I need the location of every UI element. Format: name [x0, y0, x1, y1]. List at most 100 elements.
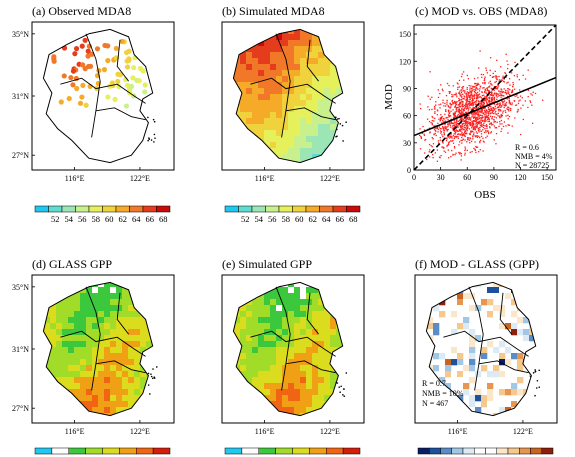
scatter-point: [444, 102, 446, 105]
grid-cell: [342, 76, 343, 83]
scatter-point: [443, 129, 446, 132]
grid-cell: [499, 305, 506, 312]
grid-cell: [300, 88, 307, 95]
scatter-point: [498, 115, 501, 117]
grid-cell: [222, 353, 228, 359]
grid-cell: [164, 395, 170, 401]
grid-cell: [80, 371, 87, 378]
grid-cell: [529, 282, 536, 288]
grid-cell: [170, 401, 176, 407]
grid-cell: [475, 335, 482, 342]
grid-cell: [258, 299, 265, 306]
grid-cell: [233, 389, 235, 396]
grid-cell: [360, 52, 366, 58]
grid-cell: [306, 124, 313, 131]
scatter-point: [499, 123, 501, 125]
grid-cell: [32, 299, 38, 305]
grid-cell: [288, 395, 295, 402]
scatter-point: [489, 96, 491, 98]
grid-cell: [240, 70, 247, 77]
grid-cell: [294, 118, 301, 125]
grid-cell: [246, 293, 253, 300]
region-outline: [42, 281, 154, 417]
grid-cell: [493, 401, 500, 408]
scatter-point: [488, 117, 490, 119]
grid-cell: [360, 46, 366, 52]
grid-cell: [104, 377, 111, 384]
scatter-point: [504, 72, 506, 74]
scatter-stat-r: R = 0.6: [515, 143, 539, 152]
grid-cell: [300, 29, 307, 35]
grid-cell: [276, 166, 282, 172]
grid-cell: [318, 353, 325, 360]
grid-cell: [457, 407, 464, 414]
grid-cell: [233, 64, 235, 71]
scatter-point: [450, 155, 452, 158]
grid-cell: [233, 377, 235, 384]
scatter-point: [451, 149, 453, 152]
colorbar-swatch: [429, 447, 441, 455]
grid-cell: [547, 299, 553, 305]
scatter-point: [514, 95, 516, 97]
scatter-point: [499, 92, 501, 94]
scatter-point: [527, 89, 530, 91]
grid-cell: [523, 335, 530, 342]
grid-cell: [140, 317, 147, 324]
grid-cell: [234, 299, 241, 306]
scatter-point: [460, 101, 462, 103]
site-marker: [101, 67, 108, 73]
grid-cell: [264, 341, 271, 348]
grid-cell: [128, 413, 135, 416]
scatter-point: [477, 129, 480, 131]
grid-cell: [86, 401, 93, 408]
scatter-point: [482, 124, 484, 126]
scatter-point: [472, 104, 474, 107]
scatter-point: [456, 119, 458, 121]
grid-cell: [487, 287, 494, 294]
grid-cell: [246, 419, 252, 425]
colorbar-swatch: [129, 205, 144, 213]
scatter-point: [448, 141, 450, 144]
scatter-point: [472, 106, 474, 109]
colorbar-swatch: [265, 205, 280, 213]
scatter-point: [471, 97, 474, 100]
grid-cell: [535, 317, 536, 324]
scatter-point: [442, 102, 444, 104]
grid-cell: [122, 401, 129, 408]
grid-cell: [493, 311, 500, 318]
grid-cell: [276, 70, 283, 77]
colorbar-simulated-gpp: 1234567: [224, 447, 361, 457]
grid-cell: [523, 347, 530, 354]
scatter-point: [458, 92, 460, 94]
grid-cell: [294, 275, 300, 281]
scatter-point: [464, 92, 466, 94]
grid-cell: [110, 395, 117, 402]
grid-cell: [164, 365, 170, 371]
grid-cell: [415, 347, 421, 353]
grid-cell: [547, 329, 553, 335]
grid-cell: [258, 136, 265, 143]
grid-cell: [68, 383, 75, 390]
grid-cell: [222, 88, 228, 94]
scatter-point: [452, 85, 454, 87]
grid-cell: [288, 118, 295, 125]
grid-cell: [330, 413, 337, 416]
grid-cell: [354, 52, 360, 58]
grid-cell: [152, 365, 153, 372]
scatter-point: [451, 96, 453, 98]
grid-cell: [288, 94, 295, 101]
grid-cell: [511, 413, 518, 416]
scatter-point: [486, 135, 488, 137]
grid-cell: [517, 407, 524, 414]
scatter-point: [485, 114, 487, 116]
scatter-point: [480, 123, 482, 125]
scatter-point: [500, 94, 502, 97]
scatter-point: [470, 102, 472, 105]
scatter-point: [488, 90, 490, 93]
grid-cell: [457, 413, 464, 416]
grid-cell: [222, 335, 228, 341]
scatter-point: [447, 125, 449, 127]
scatter-point: [506, 95, 509, 98]
grid-cell: [152, 275, 158, 281]
grid-cell: [330, 70, 337, 77]
